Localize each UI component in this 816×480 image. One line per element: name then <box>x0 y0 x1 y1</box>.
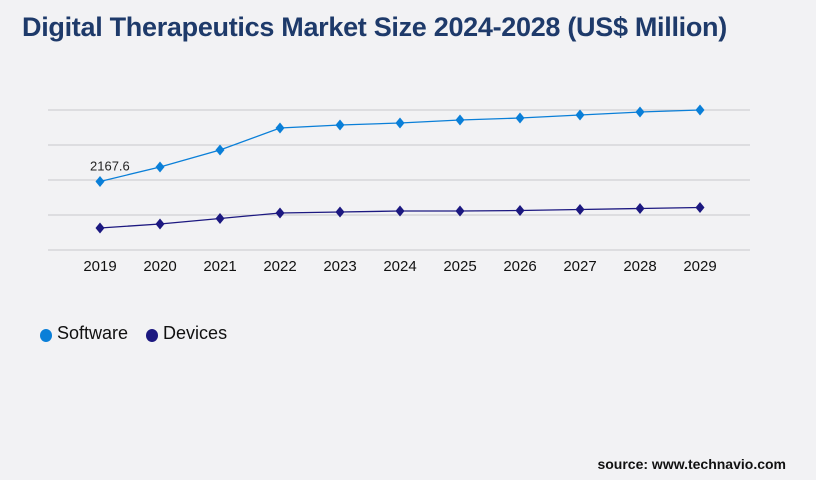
x-tick-label: 2024 <box>383 258 416 275</box>
data-point-software-2024 <box>395 117 405 129</box>
data-point-devices-2024 <box>395 205 405 217</box>
data-point-software-2019 <box>95 175 105 187</box>
data-point-devices-2028 <box>635 203 645 215</box>
data-point-devices-2027 <box>575 204 585 216</box>
data-point-devices-2026 <box>515 204 525 216</box>
data-point-software-2023 <box>335 119 345 131</box>
legend: Software Devices <box>40 323 227 344</box>
data-point-software-2025 <box>455 114 465 126</box>
data-point-software-2026 <box>515 112 525 124</box>
data-point-devices-2020 <box>155 218 165 230</box>
data-point-devices-2019 <box>95 222 105 234</box>
x-tick-label: 2022 <box>263 258 296 275</box>
data-point-software-2020 <box>155 161 165 173</box>
legend-item-devices[interactable]: Devices <box>146 323 227 344</box>
data-point-software-2029 <box>695 104 705 116</box>
chart-title: Digital Therapeutics Market Size 2024-20… <box>22 12 727 42</box>
data-point-devices-2021 <box>215 212 225 224</box>
x-tick-label: 2028 <box>623 258 656 275</box>
x-tick-label: 2019 <box>83 258 116 275</box>
x-tick-label: 2020 <box>143 258 176 275</box>
x-tick-label: 2026 <box>503 258 536 275</box>
data-point-devices-2023 <box>335 206 345 218</box>
data-point-software-2022 <box>275 122 285 134</box>
x-tick-label: 2029 <box>683 258 716 275</box>
software-marker-icon <box>40 328 52 342</box>
data-point-software-2027 <box>575 109 585 121</box>
data-label: 2167.6 <box>90 158 130 173</box>
data-point-devices-2022 <box>275 207 285 219</box>
data-point-devices-2025 <box>455 205 465 217</box>
data-point-software-2021 <box>215 144 225 156</box>
line-chart: 2019 2020 2021 2022 2023 2024 2025 2026 2027 2028… <box>48 104 750 275</box>
x-tick-label: 2023 <box>323 258 356 275</box>
legend-label-software: Software <box>57 323 129 343</box>
source-note: source: www.technavio.com <box>597 456 786 472</box>
devices-marker-icon <box>146 328 159 342</box>
x-tick-label: 2027 <box>563 258 596 275</box>
data-point-software-2028 <box>635 106 645 118</box>
legend-label-devices: Devices <box>163 323 228 343</box>
x-tick-label: 2021 <box>203 258 236 275</box>
x-tick-label: 2025 <box>443 258 476 275</box>
data-point-devices-2029 <box>695 201 705 213</box>
legend-item-software[interactable]: Software <box>40 323 128 344</box>
